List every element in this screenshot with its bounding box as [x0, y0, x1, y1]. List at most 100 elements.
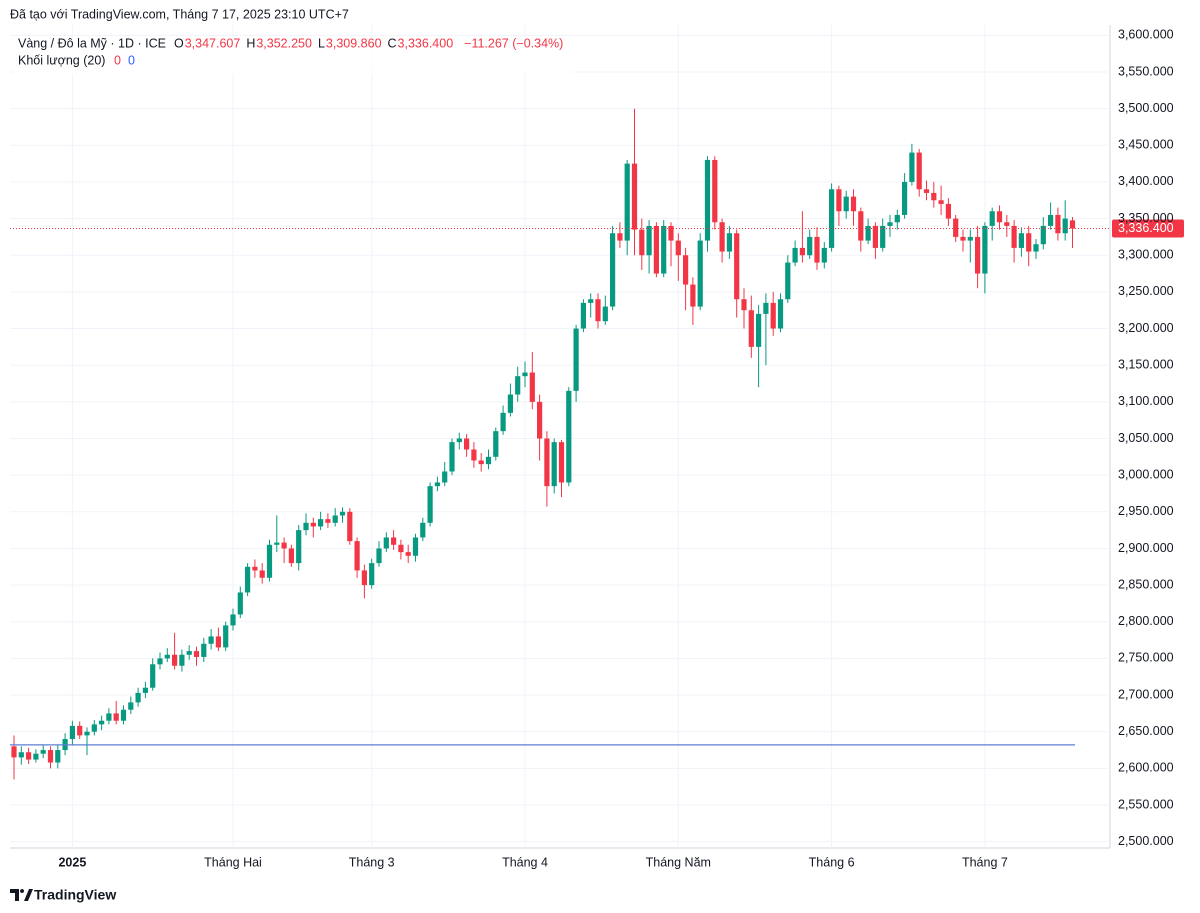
candle-body — [164, 654, 170, 659]
candle-body — [47, 750, 54, 763]
legend-bg — [14, 38, 574, 74]
candle-body — [1026, 233, 1032, 252]
candle-body — [325, 519, 331, 523]
candle-body — [1004, 222, 1010, 226]
x-tick-label: Tháng 6 — [809, 855, 855, 869]
y-tick-label: 3,300.000 — [1118, 248, 1174, 262]
candle-body — [391, 537, 397, 545]
candle-body — [69, 725, 75, 740]
candle-body — [588, 299, 594, 303]
candle-body — [522, 372, 528, 377]
candle-body — [223, 625, 229, 648]
y-tick-label: 3,550.000 — [1118, 64, 1174, 78]
candle-body — [719, 222, 725, 252]
candle-body — [829, 189, 835, 248]
candle-body — [712, 159, 718, 223]
ohlc-value: 3,336.400 — [398, 36, 454, 50]
candle-body — [281, 542, 287, 549]
candle-body — [894, 214, 900, 223]
x-tick-label: Tháng Năm — [646, 855, 711, 869]
candle-body — [383, 537, 389, 549]
candle-body — [40, 750, 46, 754]
candle-body — [726, 233, 732, 252]
candle-body — [84, 731, 90, 736]
candle-body — [792, 247, 798, 263]
y-tick-label: 3,100.000 — [1118, 394, 1174, 408]
candle-body — [507, 394, 513, 413]
x-tick-label: 2025 — [58, 855, 86, 869]
ohlc-label: C — [388, 36, 397, 50]
candle-body — [113, 713, 119, 721]
candle-body — [1048, 214, 1054, 226]
candle-body — [529, 372, 535, 402]
candle-body — [1033, 244, 1039, 252]
candle-body — [376, 548, 382, 564]
candle-body — [748, 310, 754, 347]
candle-body — [551, 442, 557, 487]
candle-body — [1069, 220, 1076, 229]
candle-body — [405, 552, 411, 556]
candle-body — [1011, 225, 1017, 248]
y-tick-label: 2,750.000 — [1118, 651, 1174, 665]
y-tick-label: 2,800.000 — [1118, 614, 1174, 628]
candle-body — [33, 753, 39, 760]
candle-body — [704, 159, 711, 241]
candle-body — [208, 636, 214, 644]
overlay: 3,336.400 — [10, 219, 1184, 746]
candle-body — [566, 390, 572, 483]
candle-body — [230, 614, 236, 626]
candle-body — [11, 746, 17, 758]
candle-body — [303, 522, 309, 531]
candle-body — [960, 236, 966, 241]
x-tick-label: Tháng Hai — [204, 855, 262, 869]
candle-body — [880, 225, 886, 248]
candle-body — [478, 460, 484, 465]
ohlc-label: L — [318, 36, 325, 50]
y-tick-label: 3,150.000 — [1118, 357, 1174, 371]
candle-body — [814, 236, 820, 263]
candle-body — [135, 692, 141, 703]
candle-body — [821, 247, 827, 263]
candle-body — [449, 442, 455, 472]
candle-body — [931, 192, 937, 201]
candle-body — [916, 152, 922, 190]
y-tick-label: 2,550.000 — [1118, 797, 1174, 811]
candle-body — [347, 511, 353, 542]
candle-body — [785, 262, 791, 300]
candle-body — [274, 542, 280, 545]
y-tick-label: 3,450.000 — [1118, 138, 1174, 152]
candle-body — [259, 570, 265, 578]
candle-body — [1062, 218, 1068, 234]
candle-body — [865, 225, 871, 241]
candle-body — [1055, 214, 1061, 234]
candle-body — [150, 664, 156, 688]
candle-body — [215, 636, 221, 648]
ohlc-label: O — [174, 36, 184, 50]
candle-body — [544, 438, 550, 487]
credit: Đã tạo với TradingView.com, Tháng 7 17, … — [10, 7, 349, 21]
candle-body — [872, 225, 878, 248]
candle-body — [945, 203, 951, 219]
y-tick-label: 3,050.000 — [1118, 431, 1174, 445]
candle-body — [537, 401, 543, 439]
candle-body — [975, 236, 981, 274]
candle-body — [741, 299, 747, 311]
candle-body — [938, 200, 944, 204]
candle-body — [690, 284, 696, 307]
plot — [11, 108, 1076, 780]
candle-body — [252, 566, 258, 571]
candle-body — [157, 658, 163, 665]
candle-body — [850, 196, 857, 212]
candle-body — [617, 233, 623, 241]
candle-body — [420, 522, 426, 538]
candle-body — [909, 152, 915, 182]
candle-body — [573, 328, 579, 391]
candle-body — [1040, 225, 1046, 245]
ohlc-value: −11.267 (−0.34%) — [464, 36, 563, 50]
y-tick-label: 3,350.000 — [1118, 211, 1174, 225]
candle-body — [106, 713, 112, 721]
candle-body — [266, 544, 273, 578]
volume-value: 0 — [114, 53, 121, 67]
candle-body — [201, 643, 207, 657]
candle-body — [500, 412, 506, 432]
